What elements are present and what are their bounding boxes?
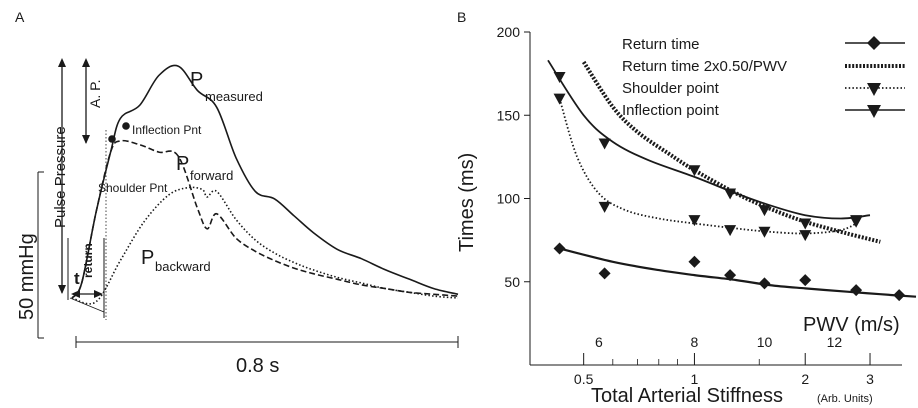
marker-inflection-point [688, 165, 701, 177]
fit-lines [547, 59, 917, 298]
marker-return-time [553, 242, 566, 255]
marker-inflection-point [553, 71, 566, 83]
p-forward-subscript: forward [190, 168, 233, 183]
marker-shoulder-point [688, 215, 701, 227]
y-tick-label: 150 [497, 107, 521, 123]
pwv-ticks: 6 8 10 12 [595, 334, 842, 350]
y-axis-title: Times (ms) [456, 153, 478, 252]
x-axis-unit: (Arb. Units) [817, 393, 873, 405]
y-tick-label: 200 [497, 24, 521, 40]
legend-shoulder-point: Shoulder point [622, 80, 720, 97]
y-tick-label: 100 [497, 191, 521, 207]
marker-return-time [688, 255, 701, 268]
legend-return-time-pwv: Return time 2x0.50/PWV [622, 58, 787, 75]
pwv-tick-label: 6 [595, 334, 603, 350]
x-tick-label: 0.5 [574, 371, 594, 387]
p-backward-curve [71, 186, 459, 305]
pulse-pressure-arrowhead-bottom [58, 285, 66, 294]
augmented-pressure-arrowhead-bottom [82, 135, 90, 144]
legend-inflection-point: Inflection point [622, 102, 720, 119]
x-tick-label: 3 [866, 371, 874, 387]
panel-a: A Pulse Pressure A. P. 50 mmHg 0.8 s t r… [15, 9, 459, 377]
y-tick-label: 50 [504, 274, 520, 290]
y-axis-ticks: 50 100 150 200 [497, 24, 530, 290]
marker-shoulder-point [553, 93, 566, 105]
pulse-pressure-arrowhead-top [58, 58, 66, 67]
pwv-tick-label: 10 [757, 334, 773, 350]
time-scale-label: 0.8 s [236, 355, 279, 377]
marker-inflection-point [724, 188, 737, 200]
p-backward-label: P [141, 247, 154, 269]
p-forward-label: P [176, 153, 189, 175]
p-backward-subscript: backward [155, 259, 211, 274]
x-axis-ticks: 0.5 1 2 3 [574, 353, 874, 387]
legend: Return time Return time 2x0.50/PWV Shoul… [622, 36, 905, 119]
p-measured-label: P [190, 69, 203, 91]
marker-return-time [758, 277, 771, 290]
p-measured-curve [71, 64, 459, 299]
t-return-label: t [74, 269, 80, 288]
inflection-label: Inflection Pnt [132, 123, 202, 137]
augmented-pressure-label: A. P. [87, 79, 103, 108]
pwv-tick-label: 8 [691, 334, 699, 350]
marker-shoulder-point [724, 225, 737, 237]
marker-inflection-point [799, 218, 812, 230]
augmented-pressure-arrowhead-top [82, 58, 90, 67]
fit-line-shoulder-point [558, 98, 860, 235]
shoulder-label: Shoulder Pnt [98, 181, 168, 195]
marker-return-time [893, 289, 906, 302]
marker-return-time [724, 269, 737, 282]
x-tick-label: 2 [801, 371, 809, 387]
fit-line-inflection-point [547, 59, 871, 220]
marker-return-time [598, 267, 611, 280]
shoulder-point-marker [108, 135, 116, 143]
marker-inflection-point [598, 138, 611, 150]
legend-marker-triangle-inflection [867, 105, 881, 118]
panel-b-label: B [457, 9, 466, 25]
t-return-subscript: return [81, 243, 95, 278]
marker-shoulder-point [758, 226, 771, 238]
marker-return-time [850, 284, 863, 297]
pwv-tick-label: 12 [827, 334, 843, 350]
fit-line-return-time-pwv [582, 60, 881, 244]
x-axis-title: Total Arterial Stiffness [591, 385, 783, 407]
p-measured-subscript: measured [205, 89, 263, 104]
marker-return-time [799, 274, 812, 287]
inflection-point-marker [122, 122, 130, 130]
p-forward-curve [71, 139, 459, 299]
legend-marker-triangle-shoulder [867, 83, 881, 96]
panel-a-label: A [15, 9, 25, 25]
marker-inflection-point [758, 205, 771, 217]
x-tick-label: 1 [691, 371, 699, 387]
marker-shoulder-point [799, 230, 812, 242]
marker-inflection-point [850, 215, 863, 227]
fit-line-return-time [559, 247, 917, 298]
pwv-axis-title: PWV (m/s) [803, 314, 900, 336]
legend-marker-diamond [867, 36, 881, 50]
pulse-pressure-label: Pulse Pressure [52, 126, 69, 228]
legend-return-time: Return time [622, 36, 700, 53]
marker-shoulder-point [598, 201, 611, 213]
mmhg-scale-label: 50 mmHg [16, 233, 38, 320]
data-markers [553, 71, 906, 302]
